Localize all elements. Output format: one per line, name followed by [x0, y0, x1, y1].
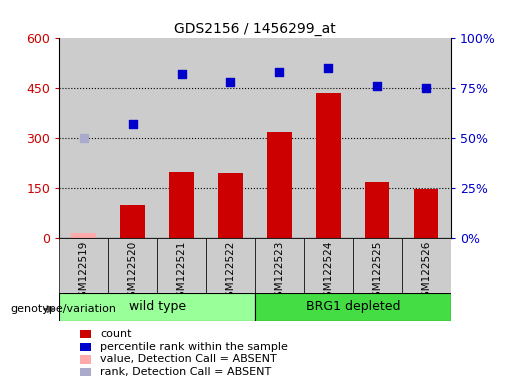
Bar	[255, 38, 304, 238]
Bar	[365, 182, 389, 238]
Bar	[414, 189, 438, 238]
Bar	[255, 293, 451, 321]
Text: wild type: wild type	[129, 300, 185, 313]
Bar	[59, 238, 108, 294]
Text: GSM122525: GSM122525	[372, 241, 382, 304]
Bar	[169, 172, 194, 238]
Text: GSM122524: GSM122524	[323, 241, 333, 304]
Text: GSM122523: GSM122523	[274, 241, 284, 304]
Point	[177, 71, 185, 78]
Text: BRG1 depleted: BRG1 depleted	[305, 300, 400, 313]
Point	[324, 65, 333, 71]
Text: count: count	[100, 329, 132, 339]
Bar	[206, 38, 255, 238]
Text: GSM122519: GSM122519	[79, 241, 89, 304]
Point	[79, 135, 88, 141]
Bar	[316, 93, 340, 238]
Bar	[304, 38, 353, 238]
Text: value, Detection Call = ABSENT: value, Detection Call = ABSENT	[100, 354, 277, 364]
Bar	[255, 238, 304, 294]
Bar	[218, 173, 243, 238]
Bar	[59, 38, 108, 238]
Point	[373, 83, 381, 89]
Bar	[108, 238, 157, 294]
Bar	[157, 238, 206, 294]
Point	[226, 79, 234, 85]
Text: GSM122520: GSM122520	[128, 241, 138, 304]
Bar	[59, 293, 255, 321]
Bar	[402, 38, 451, 238]
Bar	[267, 132, 291, 238]
Text: genotype/variation: genotype/variation	[10, 304, 116, 314]
Bar	[121, 205, 145, 238]
Point	[422, 85, 430, 91]
Text: percentile rank within the sample: percentile rank within the sample	[100, 342, 288, 352]
Text: rank, Detection Call = ABSENT: rank, Detection Call = ABSENT	[100, 367, 272, 377]
Text: GSM122521: GSM122521	[177, 241, 186, 304]
Bar	[353, 238, 402, 294]
Bar	[206, 238, 255, 294]
Bar	[72, 233, 96, 238]
Text: GSM122522: GSM122522	[226, 241, 235, 304]
Point	[275, 69, 283, 75]
Title: GDS2156 / 1456299_at: GDS2156 / 1456299_at	[174, 22, 336, 36]
Bar	[157, 38, 206, 238]
Point	[128, 121, 136, 127]
Bar	[353, 38, 402, 238]
Bar	[304, 238, 353, 294]
Bar	[108, 38, 157, 238]
Bar	[402, 238, 451, 294]
Text: GSM122526: GSM122526	[421, 241, 431, 304]
